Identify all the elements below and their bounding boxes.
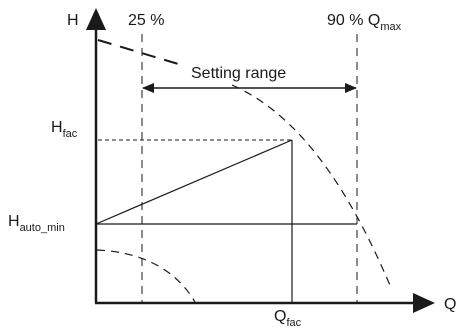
max-pump-curve-lower: [231, 84, 393, 291]
setting-range-label: Setting range: [191, 65, 286, 82]
label-90-percent-qmax: 90 % Qmax: [327, 12, 402, 33]
q-axis-arrow: [413, 293, 435, 313]
q-fac-main: Q: [274, 308, 286, 325]
q-main-text: Q: [368, 12, 380, 29]
h-fac-main: H: [51, 119, 63, 136]
label-h-fac: Hfac: [51, 119, 78, 140]
h-auto-subscript: auto_min: [20, 222, 65, 234]
pct-90-text: 90 %: [327, 12, 368, 29]
h-axis-arrow: [86, 8, 106, 30]
q-max-subscript: max: [380, 21, 401, 33]
h-auto-main: H: [8, 213, 20, 230]
label-h-auto-min: Hauto_min: [8, 213, 65, 234]
axis-label-h: H: [67, 12, 79, 29]
h-fac-subscript: fac: [63, 128, 78, 140]
min-pump-curve: [96, 249, 196, 303]
q-fac-subscript: fac: [286, 317, 301, 329]
label-25-percent: 25 %: [128, 12, 164, 29]
max-pump-curve: [97, 39, 186, 67]
label-q-fac: Qfac: [274, 308, 302, 329]
control-curve-ramp: [95, 139, 293, 225]
axis-label-q: Q: [444, 296, 456, 313]
